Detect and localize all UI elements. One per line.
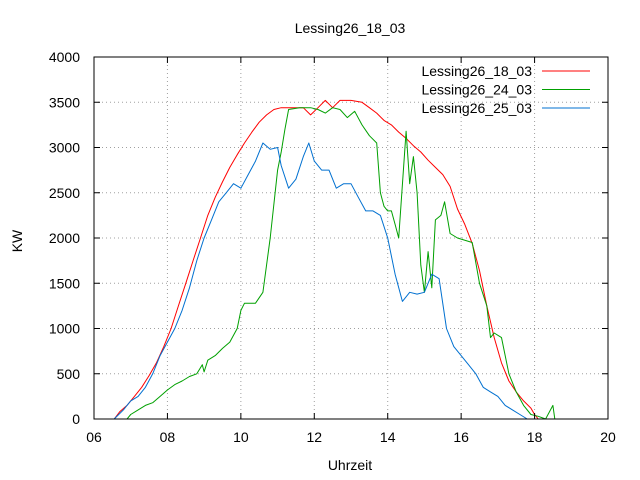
- x-tick-label: 20: [600, 429, 616, 445]
- series-line-1: [113, 99, 539, 420]
- series-lines: [113, 99, 556, 420]
- y-axis-label: KW: [9, 229, 25, 252]
- y-tick-label: 0: [72, 411, 80, 427]
- legend-label-1: Lessing26_18_03: [421, 63, 532, 79]
- x-axis-label: Uhrzeit: [328, 457, 372, 473]
- legend-label-2: Lessing26_24_03: [421, 82, 532, 98]
- y-tick-label: 3000: [49, 140, 80, 156]
- grid: [94, 57, 608, 419]
- y-tick-label: 2000: [49, 230, 80, 246]
- x-tick-label: 16: [453, 429, 469, 445]
- legend: Lessing26_18_03 Lessing26_24_03 Lessing26_…: [421, 63, 590, 116]
- y-tick-label: 2500: [49, 185, 80, 201]
- axis-ticks: 06 08 10 12 14 16 18 20 0 500 1000 1500 2000 2500 3000…: [49, 49, 616, 445]
- chart-title: Lessing26_18_03: [295, 20, 406, 36]
- x-tick-label: 14: [380, 429, 396, 445]
- y-tick-label: 3500: [49, 94, 80, 110]
- series-line-3: [113, 142, 528, 420]
- y-tick-label: 1000: [49, 321, 80, 337]
- x-tick-label: 18: [527, 429, 543, 445]
- x-tick-label: 12: [306, 429, 322, 445]
- x-tick-label: 08: [160, 429, 176, 445]
- x-tick-label: 06: [86, 429, 102, 445]
- y-tick-label: 500: [57, 366, 81, 382]
- y-tick-label: 4000: [49, 49, 80, 65]
- y-tick-label: 1500: [49, 275, 80, 291]
- series-line-2: [126, 107, 556, 420]
- legend-label-3: Lessing26_25_03: [421, 100, 532, 116]
- x-tick-label: 10: [233, 429, 249, 445]
